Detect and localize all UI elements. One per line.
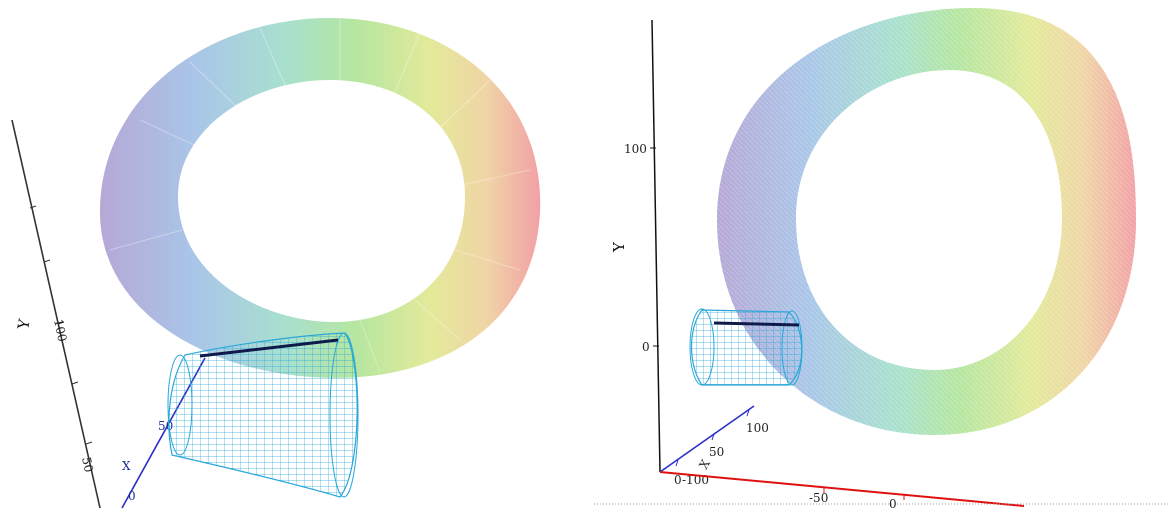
right-plot-canvas: 100 0 Y 100 50 0 -100 X <box>594 8 1168 510</box>
left-torus <box>100 18 541 378</box>
left-y-axis: 100 50 Y <box>11 119 101 509</box>
right-torus <box>717 8 1136 435</box>
left-x-tick-0: 0 <box>128 489 136 503</box>
right-z-axis: -50 0 <box>594 471 1168 510</box>
right-x-tick-0: 0 <box>674 473 682 487</box>
left-highlight-line <box>199 338 339 358</box>
left-y-tick-100: 100 <box>51 318 69 343</box>
right-y-tick-0: 0 <box>642 340 650 354</box>
right-y-tick-100: 100 <box>624 142 647 156</box>
right-x-tick-50: 50 <box>709 445 724 459</box>
right-x-tick-100: 100 <box>746 421 769 435</box>
left-y-axis-label: Y <box>14 317 34 332</box>
right-y-axis: 100 0 Y <box>610 19 661 473</box>
right-x-axis: 100 50 0 -100 X <box>659 405 769 487</box>
left-plot-canvas: 100 50 Y X 50 <box>11 18 541 509</box>
right-z-tick-minus50: -50 <box>809 491 828 505</box>
right-z-tick-0: 0 <box>889 497 897 510</box>
left-y-tick-50: 50 <box>79 456 96 474</box>
right-3d-view: 100 0 Y 100 50 0 -100 X <box>584 0 1168 510</box>
left-x-axis-label: X <box>122 459 131 473</box>
right-y-axis-label: Y <box>610 241 628 253</box>
left-wireframe-cylinder <box>167 332 359 498</box>
left-3d-view: 100 50 Y X 50 <box>11 18 541 509</box>
right-highlight-line <box>713 321 800 327</box>
right-wireframe-cylinder <box>689 308 803 386</box>
